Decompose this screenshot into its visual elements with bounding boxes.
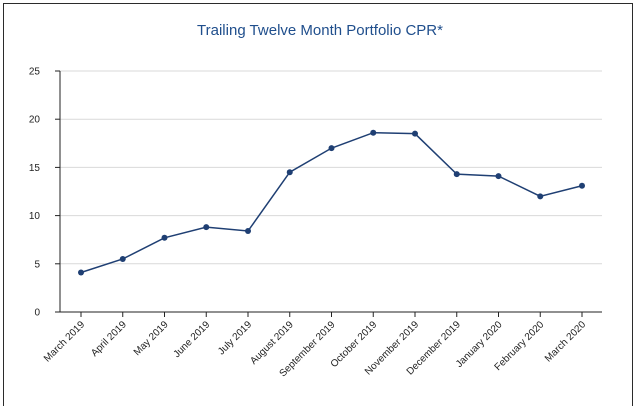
data-point xyxy=(161,234,168,241)
data-point xyxy=(579,182,585,189)
data-point xyxy=(78,269,84,276)
y-tick-label: 0 xyxy=(34,308,40,319)
y-tick-label: 10 xyxy=(29,211,41,222)
data-point xyxy=(412,130,418,137)
data-point xyxy=(286,169,293,176)
data-point xyxy=(328,145,335,152)
x-tick-label: May 2019 xyxy=(132,319,171,358)
chart-title: Trailing Twelve Month Portfolio CPR* xyxy=(197,22,443,39)
x-tick-label: March 2020 xyxy=(543,319,588,364)
x-tick-label: March 2019 xyxy=(42,319,87,364)
y-tick-label: 15 xyxy=(29,163,41,174)
chart-frame xyxy=(3,3,633,406)
x-tick-label: April 2019 xyxy=(89,319,129,359)
data-point xyxy=(370,129,377,136)
data-point xyxy=(203,224,210,231)
data-point xyxy=(537,193,544,200)
x-tick-label: July 2019 xyxy=(216,319,254,357)
data-point xyxy=(495,173,502,180)
data-point xyxy=(245,228,251,235)
x-tick-label: June 2019 xyxy=(172,319,213,360)
y-tick-label: 5 xyxy=(34,259,40,270)
data-point xyxy=(119,255,126,262)
y-tick-label: 20 xyxy=(29,115,41,126)
data-point xyxy=(453,171,460,178)
y-tick-label: 25 xyxy=(29,67,41,78)
series-line xyxy=(80,131,583,274)
